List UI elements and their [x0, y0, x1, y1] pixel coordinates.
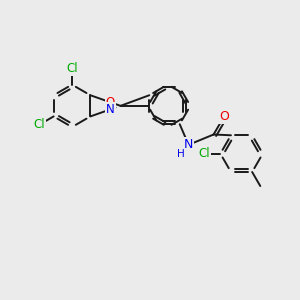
Text: Cl: Cl — [198, 147, 210, 160]
Text: H: H — [177, 148, 185, 159]
Text: N: N — [106, 103, 115, 116]
Text: O: O — [219, 110, 229, 123]
Text: Cl: Cl — [66, 62, 78, 75]
Text: N: N — [184, 138, 193, 151]
Text: O: O — [106, 96, 115, 109]
Text: Cl: Cl — [34, 118, 45, 131]
